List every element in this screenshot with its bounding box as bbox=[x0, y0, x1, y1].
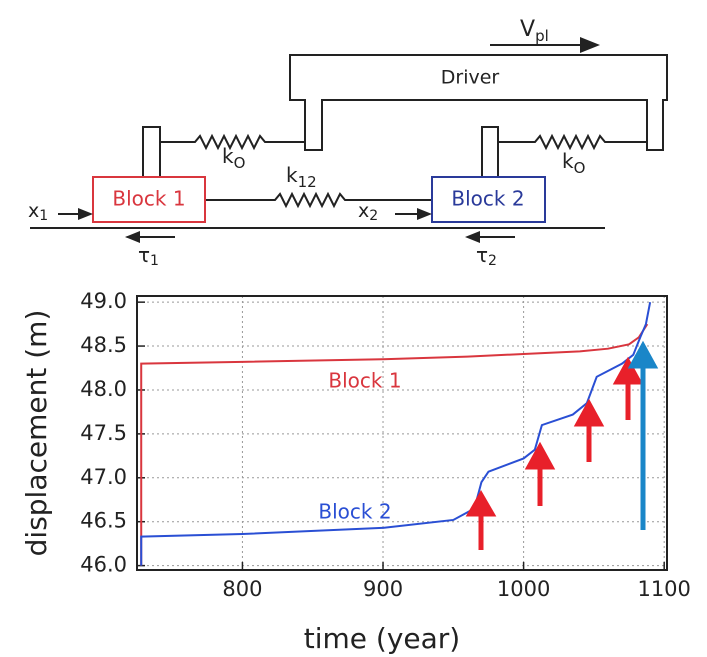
arrowhead bbox=[417, 208, 432, 220]
arrowhead bbox=[627, 340, 659, 369]
spring bbox=[498, 133, 647, 151]
plot-frame bbox=[136, 295, 668, 571]
tau2-label: τ2 bbox=[476, 243, 497, 270]
arrowhead bbox=[465, 231, 480, 243]
y-tick-label: 49.0 bbox=[80, 289, 127, 313]
y-axis-label: displacement (m) bbox=[20, 310, 53, 557]
post bbox=[142, 126, 161, 178]
spring bbox=[205, 191, 432, 209]
x-tick-label: 900 bbox=[363, 577, 403, 601]
velocity-label: Vpl bbox=[520, 17, 549, 45]
spring-label: k12 bbox=[286, 163, 317, 191]
chart: 46.0 46.5 47.0 47.5 48.0 48.5 49.0 800 900 1000 11… bbox=[20, 289, 691, 655]
tau1-label: τ1 bbox=[138, 243, 159, 270]
arrowhead bbox=[78, 208, 93, 220]
arrowhead bbox=[125, 231, 140, 243]
x2-label: x2 bbox=[358, 200, 378, 225]
event-arrows bbox=[465, 340, 659, 550]
x-tick-label: 1000 bbox=[497, 577, 550, 601]
x-tick-label: 800 bbox=[222, 577, 262, 601]
spring-label: kO bbox=[562, 149, 585, 177]
block-2 bbox=[431, 176, 546, 223]
arrowhead bbox=[573, 398, 605, 427]
post bbox=[481, 126, 499, 178]
spring bbox=[160, 133, 305, 151]
block-label: Block 2 bbox=[451, 187, 524, 211]
x-tick-label: 1100 bbox=[637, 577, 690, 601]
y-tick-label: 48.5 bbox=[80, 333, 127, 357]
block-1 bbox=[92, 176, 206, 223]
x1-label: x1 bbox=[28, 200, 48, 225]
series-line bbox=[140, 301, 652, 566]
y-tick-label: 47.0 bbox=[80, 465, 127, 489]
y-tick-label: 46.0 bbox=[80, 553, 127, 577]
spring-label: kO bbox=[222, 144, 245, 172]
diagram: Vpl Driver kO kO k12 Block 1 Block 2 x1 … bbox=[28, 17, 668, 270]
arrowhead bbox=[612, 356, 644, 385]
x-axis-label: time (year) bbox=[304, 622, 460, 655]
series-label: Block 2 bbox=[318, 500, 391, 524]
driver-label: Driver bbox=[441, 67, 500, 89]
arrowhead bbox=[465, 490, 497, 517]
series-label: Block 1 bbox=[328, 369, 401, 393]
block-label: Block 1 bbox=[112, 187, 185, 211]
series-line bbox=[140, 323, 649, 566]
y-tick-label: 46.5 bbox=[80, 509, 127, 533]
y-tick-label: 47.5 bbox=[80, 421, 127, 445]
y-tick-label: 48.0 bbox=[80, 377, 127, 401]
arrowhead bbox=[524, 441, 556, 470]
arrowhead bbox=[580, 37, 600, 53]
driver-box bbox=[289, 54, 668, 151]
